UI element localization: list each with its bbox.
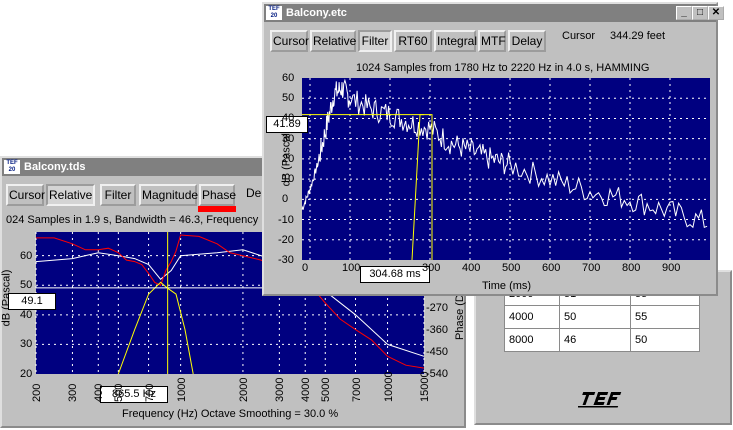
table-cell: 4000 bbox=[504, 305, 560, 329]
etc-window: TEF 20 Balcony.etc _ □ ✕ Cursor Relative … bbox=[262, 2, 724, 296]
x-tick-label: 200 bbox=[31, 383, 43, 402]
x-tick-label: 4000 bbox=[300, 377, 313, 402]
phase-trace bbox=[36, 234, 425, 369]
y-tick-label: 10 bbox=[282, 173, 295, 186]
etc-plot-area[interactable] bbox=[301, 78, 710, 261]
x-tick-label: 800 bbox=[622, 262, 641, 274]
y-tick-label: -10 bbox=[278, 213, 294, 226]
etc-cursor-label: Cursor bbox=[562, 30, 596, 42]
etc-cursor-value-readout: 41.89 bbox=[266, 116, 308, 133]
x-tick-label: 500 bbox=[502, 262, 521, 274]
etc-cursor-distance: 344.29 feet bbox=[610, 30, 666, 42]
y-tick-label: 30 bbox=[20, 338, 33, 351]
x-tick-label: 400 bbox=[462, 262, 481, 274]
phase-active-indicator bbox=[198, 206, 236, 212]
table-cell: 8000 bbox=[504, 328, 560, 352]
y-tick-label: 50 bbox=[282, 92, 295, 105]
y-tick-label: 60 bbox=[20, 249, 33, 262]
y-tick-label: 30 bbox=[282, 132, 295, 145]
x-tick-label: 400 bbox=[93, 383, 106, 402]
etc-x-axis-label: Time (ms) bbox=[482, 280, 532, 292]
tds-delay-button[interactable]: Del bbox=[246, 186, 265, 200]
y-tick-label: -360 bbox=[426, 324, 449, 336]
y-tick-label: 60 bbox=[282, 72, 295, 84]
x-tick-label: 900 bbox=[662, 262, 681, 274]
y-tick-label: 20 bbox=[20, 368, 33, 380]
tds-magnitude-button[interactable]: Magnitude bbox=[139, 184, 198, 206]
x-tick-label: 1000 bbox=[175, 377, 188, 402]
y-tick-label: -450 bbox=[426, 346, 449, 358]
etc-window-title: Balcony.etc bbox=[286, 7, 347, 19]
etc-trace bbox=[301, 78, 708, 229]
minimize-icon[interactable]: _ bbox=[676, 6, 692, 20]
y-tick-label: -540 bbox=[426, 368, 449, 380]
table-cell: 50 bbox=[559, 305, 631, 329]
etc-rt60-button[interactable]: RT60 bbox=[394, 30, 432, 52]
y-tick-label: -270 bbox=[426, 302, 449, 314]
x-tick-label: 700 bbox=[582, 262, 601, 274]
y-tick-label: 20 bbox=[282, 152, 295, 165]
etc-mtf-button[interactable]: MTF bbox=[478, 30, 506, 52]
etc-titlebar[interactable]: TEF 20 Balcony.etc _ □ ✕ bbox=[264, 4, 724, 22]
tds-cursor-button[interactable]: Cursor bbox=[6, 184, 45, 206]
table-cell: 50 bbox=[630, 328, 700, 352]
tds-info-line: 024 Samples in 1.9 s, Bandwidth = 46.3, … bbox=[6, 214, 269, 226]
etc-chart bbox=[301, 78, 710, 261]
etc-delay-button[interactable]: Delay bbox=[508, 30, 546, 52]
etc-info-line: 1024 Samples from 1780 Hz to 2220 Hz in … bbox=[356, 62, 650, 74]
tds-cursor-freq-readout: 865.5 Hz bbox=[100, 386, 168, 403]
tef-logo bbox=[575, 390, 628, 408]
tds-cursor-value-readout: 49.1 bbox=[8, 293, 56, 310]
x-tick-label: 600 bbox=[542, 262, 561, 274]
x-tick-label: 5000 bbox=[320, 377, 333, 402]
tds-window-title: Balcony.tds bbox=[24, 161, 86, 173]
etc-cursor-time-readout: 304.68 ms bbox=[360, 266, 430, 283]
etc-cursor-button[interactable]: Cursor bbox=[270, 30, 309, 52]
close-icon[interactable]: ✕ bbox=[708, 6, 724, 20]
x-tick-label: 300 bbox=[67, 383, 80, 402]
tds-x-axis-label: Frequency (Hz) Octave Smoothing = 30.0 % bbox=[122, 408, 339, 420]
x-tick-label: 100 bbox=[342, 262, 361, 274]
table-row: 4000 50 55 bbox=[504, 305, 700, 329]
etc-integral-button[interactable]: Integral bbox=[434, 30, 477, 52]
tef-app-icon: TEF 20 bbox=[4, 160, 20, 174]
y-tick-label: 0 bbox=[282, 193, 289, 206]
etc-relative-button[interactable]: Relative bbox=[310, 30, 356, 52]
x-tick-label: 2000 bbox=[237, 377, 250, 402]
cursor-gate bbox=[411, 114, 433, 261]
filter-trace bbox=[117, 281, 194, 375]
y-tick-label: 40 bbox=[282, 112, 295, 125]
x-tick-label: 15000 bbox=[419, 371, 431, 402]
magnitude-trace bbox=[35, 249, 425, 357]
table-row: 8000 46 50 bbox=[504, 328, 700, 352]
y-tick-label: 40 bbox=[20, 308, 33, 321]
y-tick-label: 50 bbox=[20, 279, 33, 292]
x-tick-label: 500 bbox=[113, 383, 126, 402]
x-tick-label: 0 bbox=[302, 262, 309, 274]
x-tick-label: 10000 bbox=[382, 371, 395, 402]
x-tick-label: 700 bbox=[143, 383, 156, 402]
table-cell: 46 bbox=[559, 328, 631, 352]
y-tick-label: -20 bbox=[278, 233, 294, 246]
x-tick-label: 7000 bbox=[350, 377, 363, 402]
tds-phase-button[interactable]: Phase bbox=[199, 184, 236, 206]
etc-filter-button[interactable]: Filter bbox=[358, 30, 392, 52]
maximize-icon[interactable]: □ bbox=[692, 6, 708, 20]
tds-relative-button[interactable]: Relative bbox=[46, 184, 95, 206]
tef-app-icon: TEF 20 bbox=[266, 6, 282, 20]
x-tick-label: 3000 bbox=[274, 377, 287, 402]
tds-filter-button[interactable]: Filter bbox=[100, 184, 136, 206]
table-cell: 55 bbox=[630, 305, 700, 329]
y-tick-label: -30 bbox=[278, 254, 294, 266]
x-tick-label: 300 bbox=[422, 262, 441, 274]
